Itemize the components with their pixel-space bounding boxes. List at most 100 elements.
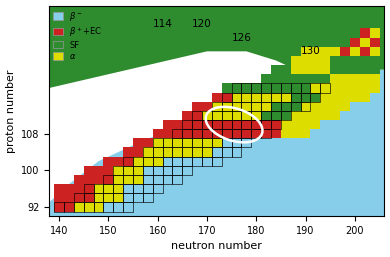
Bar (172, 120, 182, 129)
Bar (123, 166, 133, 175)
Bar (350, 38, 360, 47)
Bar (143, 175, 153, 184)
Bar (330, 102, 340, 111)
Bar (340, 83, 350, 93)
Bar (172, 157, 182, 166)
Bar (163, 175, 172, 184)
Bar (370, 38, 379, 47)
Bar (281, 138, 291, 148)
Bar (350, 93, 360, 102)
Bar (192, 120, 202, 129)
Bar (212, 148, 222, 157)
Bar (370, 74, 379, 83)
Bar (202, 166, 212, 175)
Bar (301, 102, 310, 111)
Bar (291, 111, 301, 120)
Bar (251, 111, 261, 120)
Bar (94, 184, 103, 193)
Bar (113, 175, 123, 184)
Bar (202, 120, 212, 129)
Bar (241, 129, 251, 138)
Bar (281, 102, 291, 111)
Bar (261, 129, 271, 138)
Bar (301, 65, 310, 74)
Bar (330, 56, 340, 65)
Bar (212, 138, 222, 148)
Bar (271, 65, 281, 74)
Bar (310, 83, 320, 93)
Bar (103, 157, 113, 166)
Bar (192, 138, 202, 148)
Bar (202, 102, 212, 111)
Bar (182, 166, 192, 175)
Bar (172, 184, 182, 193)
Bar (271, 111, 281, 120)
Bar (212, 166, 222, 175)
Bar (310, 111, 320, 120)
Bar (192, 148, 202, 157)
Bar (153, 157, 163, 166)
Bar (320, 102, 330, 111)
Bar (241, 166, 251, 175)
Bar (182, 138, 192, 148)
Bar (74, 203, 84, 212)
Bar (261, 111, 271, 120)
Bar (84, 184, 94, 193)
Bar (241, 83, 251, 93)
Bar (222, 129, 232, 138)
Bar (64, 184, 74, 193)
Bar (163, 184, 172, 193)
Bar (212, 102, 222, 111)
Bar (261, 93, 271, 102)
Text: 120: 120 (192, 19, 212, 29)
Bar (172, 157, 182, 166)
Bar (232, 111, 241, 120)
Bar (340, 56, 350, 65)
Bar (310, 93, 320, 102)
Bar (153, 157, 163, 166)
Bar (222, 120, 232, 129)
Bar (202, 120, 212, 129)
Bar (291, 93, 301, 102)
Bar (291, 120, 301, 129)
Bar (241, 102, 251, 111)
Bar (301, 83, 310, 93)
Bar (241, 93, 251, 102)
Bar (94, 166, 103, 175)
Bar (241, 138, 251, 148)
Bar (163, 148, 172, 157)
Bar (143, 193, 153, 203)
Bar (172, 166, 182, 175)
Bar (360, 47, 370, 56)
Bar (360, 56, 370, 65)
Bar (232, 138, 241, 148)
Bar (54, 203, 64, 212)
Bar (94, 175, 103, 184)
Bar (301, 74, 310, 83)
Bar (241, 83, 251, 93)
Bar (330, 93, 340, 102)
Bar (123, 157, 133, 166)
Bar (251, 83, 261, 93)
Bar (330, 111, 340, 120)
Bar (202, 175, 212, 184)
Bar (84, 184, 94, 193)
Bar (163, 166, 172, 175)
Bar (54, 203, 64, 212)
Bar (94, 193, 103, 203)
Bar (192, 111, 202, 120)
Bar (123, 193, 133, 203)
Bar (271, 93, 281, 102)
Bar (261, 120, 271, 129)
Bar (310, 102, 320, 111)
Bar (251, 111, 261, 120)
Bar (113, 193, 123, 203)
Bar (291, 102, 301, 111)
Bar (310, 47, 320, 56)
Bar (241, 111, 251, 120)
Text: 126: 126 (232, 33, 252, 43)
Bar (212, 111, 222, 120)
Bar (330, 74, 340, 83)
Bar (261, 111, 271, 120)
Bar (222, 157, 232, 166)
